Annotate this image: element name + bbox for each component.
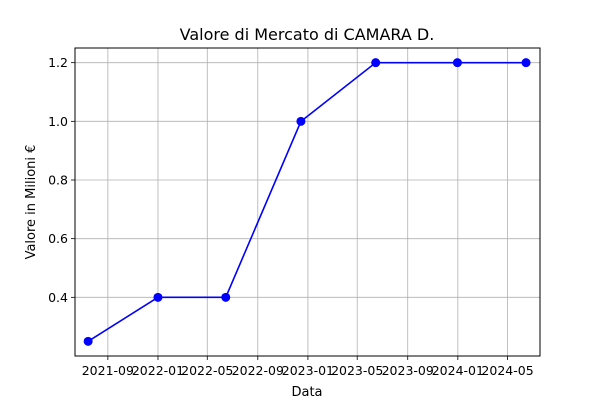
x-tick-label: 2022-05 <box>181 363 233 378</box>
x-axis-label: Data <box>291 385 322 400</box>
y-axis-ticks: 0.4 0.6 0.8 1.0 1.2 <box>48 55 75 305</box>
data-point <box>221 292 231 302</box>
x-tick-label: 2023-05 <box>331 363 383 378</box>
y-tick-label: 1.2 <box>48 55 68 70</box>
data-point <box>452 58 462 68</box>
grid <box>75 48 540 356</box>
y-tick-label: 1.0 <box>48 114 68 129</box>
data-point <box>371 58 381 68</box>
plot-frame <box>74 47 541 357</box>
x-tick-label: 2022-09 <box>232 363 284 378</box>
x-tick-label: 2021-09 <box>82 363 134 378</box>
y-tick-label: 0.4 <box>48 290 68 305</box>
y-axis-label: Valore in Milioni € <box>24 145 39 260</box>
x-tick-label: 2022-01 <box>132 363 184 378</box>
data-point <box>83 336 93 346</box>
x-tick-label: 2023-01 <box>282 363 334 378</box>
x-tick-label: 2024-01 <box>432 363 484 378</box>
data-point <box>153 292 163 302</box>
series-layer <box>83 58 531 346</box>
x-tick-label: 2023-09 <box>382 363 434 378</box>
x-tick-label: 2024-05 <box>481 363 533 378</box>
y-tick-label: 0.8 <box>48 173 68 188</box>
y-tick-label: 0.6 <box>48 231 68 246</box>
x-axis-ticks: 2021-092022-012022-052022-092023-012023-… <box>82 356 534 378</box>
data-point <box>521 58 531 68</box>
chart-title: Valore di Mercato di CAMARA D. <box>180 25 435 44</box>
data-point <box>296 116 306 126</box>
